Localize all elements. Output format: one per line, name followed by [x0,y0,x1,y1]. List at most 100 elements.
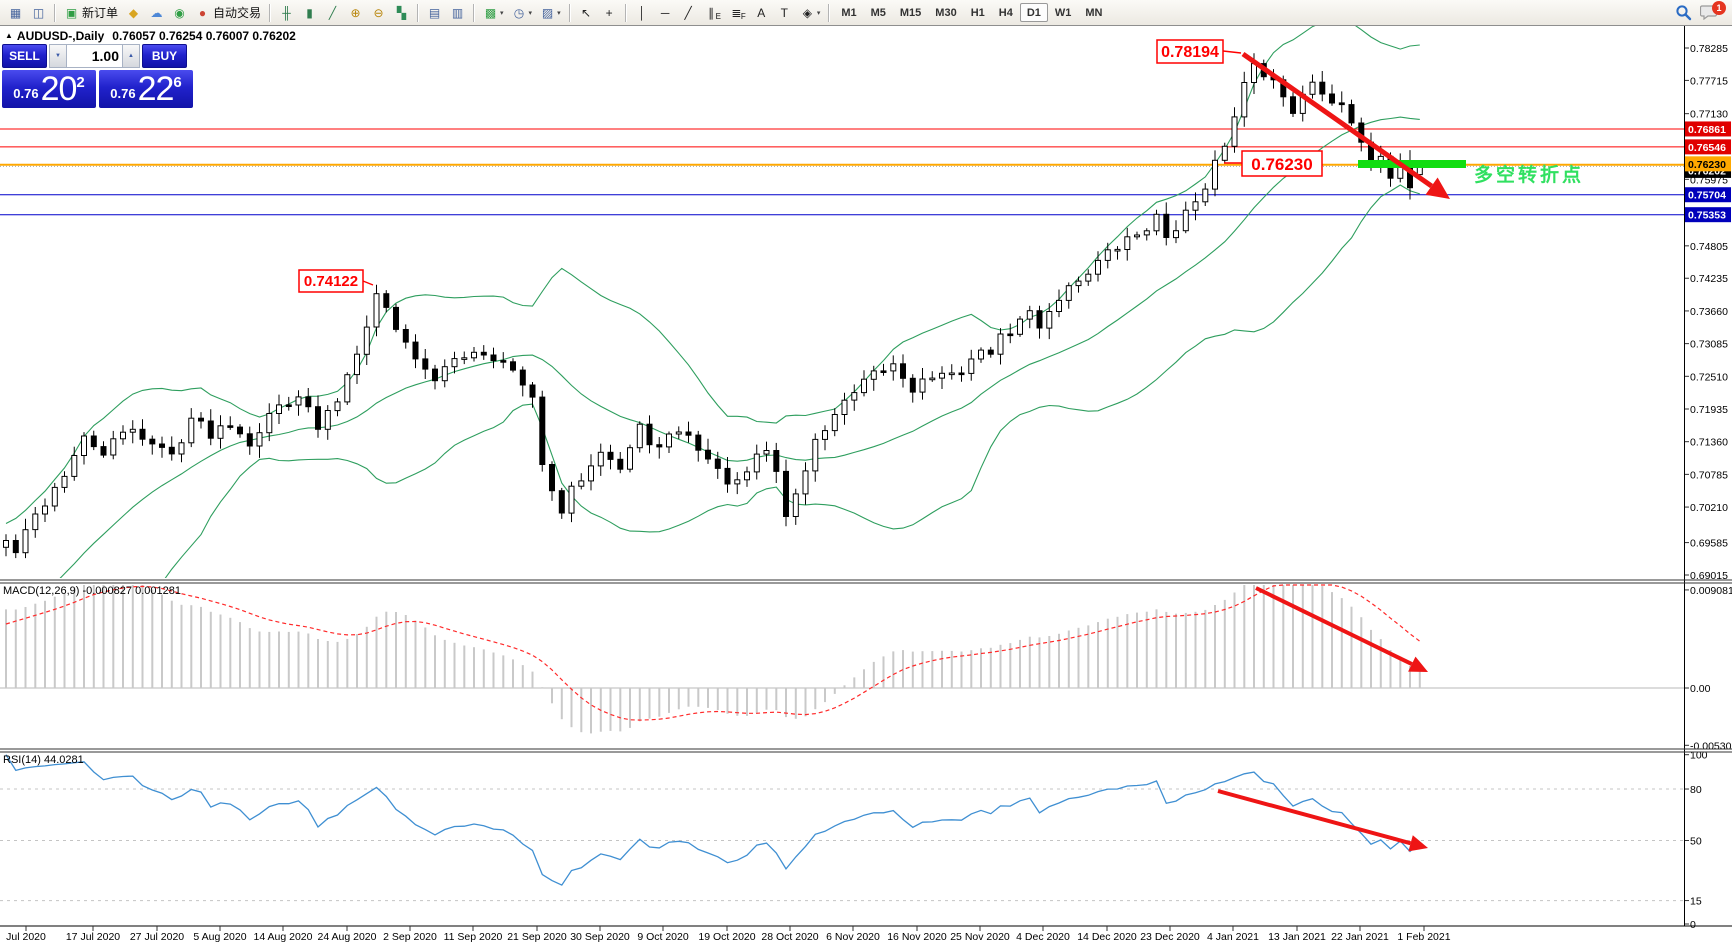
date-axis-label: 23 Dec 2020 [1140,931,1200,943]
one-click-trading-panel: SELL ▼ ▲ BUY 0.76 20 2 0.76 22 6 [2,44,194,108]
volume-decrease-button[interactable]: ▼ [49,44,67,68]
price-axis-label: 0.70785 [1690,469,1728,481]
fibonacci-button[interactable]: ≣ F [725,3,750,23]
new-order-button[interactable]: ▣ 新订单 [60,3,122,23]
price-badge: 0.76546 [1688,142,1726,154]
notifications-icon[interactable]: 1 [1699,0,1726,22]
bar-chart-mode-button[interactable]: ╫ [275,3,298,23]
gold-ingot-button[interactable]: ◆ [122,3,145,23]
volume-stepper: ▼ ▲ [49,44,140,68]
text-label-button[interactable]: T [773,3,796,23]
chart-title: ▲ AUDUSD-,Daily 0.76057 0.76254 0.76007 0.… [5,29,296,43]
timeframe-toolbar: M1 M5 M15 M30 H1 H4 D1 W1 MN [824,3,1109,22]
tile-windows-button[interactable]: ▚ [390,3,413,23]
timeframe-m15-button[interactable]: M15 [893,3,928,22]
price-annotation-074122: 0.74122 [304,273,358,290]
horizontal-line-button[interactable]: ─ [654,3,677,23]
date-axis-label: 13 Jan 2021 [1268,931,1326,943]
shapes-button[interactable]: ◈ ▾ [796,3,825,23]
text-button[interactable]: A [750,3,773,23]
volume-input[interactable] [67,44,122,68]
cursor-icon: ↖ [581,5,592,20]
autotrade-button[interactable]: ● 自动交易 [191,3,265,23]
profiles-button[interactable]: ◫ [27,3,50,23]
line-chart-mode-icon: ╱ [328,5,337,20]
cursor-button[interactable]: ↖ [575,3,598,23]
text-icon: A [757,5,766,20]
autotrade-label: 自动交易 [213,6,262,20]
timeframe-h4-button[interactable]: H4 [992,3,1020,22]
price-axis-label: 0.69585 [1690,538,1728,550]
sell-button[interactable]: SELL [2,44,47,68]
date-axis-label: Jul 2020 [6,931,46,943]
toolbar-buttons: ▦ ◫ ▣ 新订单 ◆ ☁ ◉ ● 自动交易 ╫ ▮ ╱ ⊕ ⊖ ▚ ▤ ▥ ▩ ▾ ◷ ▾ ▨ ▾ ↖ + │ ─ ╱ ∥ E ≣ F A T ◈… [4,3,824,23]
buy-button[interactable]: BUY [142,44,187,68]
dropdown-arrow-icon[interactable]: ▾ [528,9,533,17]
date-axis-label: 19 Oct 2020 [698,931,755,943]
price-badge: 0.76230 [1688,159,1726,171]
toolbar-separator [417,3,420,22]
date-axis-label: 28 Oct 2020 [761,931,818,943]
timeframe-d1-button[interactable]: D1 [1019,3,1048,22]
timeframe-h1-button[interactable]: H1 [964,3,992,22]
new-chart-button[interactable]: ▦ [4,3,27,23]
volume-increase-button[interactable]: ▲ [122,44,140,68]
price-axis-label: 0.73660 [1690,306,1728,318]
price-axis-label: 0.77715 [1690,75,1728,87]
cloud-upload-button[interactable]: ☁ [145,3,168,23]
timeframe-w1-button[interactable]: W1 [1048,3,1079,22]
signals-button[interactable]: ◉ [168,3,191,23]
rsi-axis-label: 50 [1690,836,1702,848]
date-axis-label: 22 Jan 2021 [1331,931,1389,943]
toolbar-separator [269,3,272,22]
new-order-label: 新订单 [82,6,119,20]
sell-price-button[interactable]: 0.76 20 2 [2,70,96,108]
zoom-out-icon: ⊖ [373,5,384,20]
zoom-in-button[interactable]: ⊕ [344,3,367,23]
sell-price-sup: 2 [76,74,85,91]
fibonacci-icon: ≣ [731,5,742,20]
collapse-panel-icon[interactable]: ▲ [5,31,13,40]
add-indicator-button[interactable]: ▩ ▾ [479,3,508,23]
buy-price-button[interactable]: 0.76 22 6 [99,70,193,108]
equidistant-channel-button[interactable]: ∥ E [700,3,725,23]
rsi-axis-label: 100 [1690,750,1708,762]
date-axis-label: 25 Nov 2020 [950,931,1010,943]
dropdown-arrow-icon[interactable]: ▾ [557,9,561,17]
toolbar-separator [624,3,627,22]
line-chart-mode-button[interactable]: ╱ [321,3,344,23]
cascade-windows-icon: ▤ [428,5,441,20]
zoom-out-button[interactable]: ⊖ [367,3,390,23]
timeframe-m30-button[interactable]: M30 [928,3,963,22]
rsi-axis-label: 0 [1690,919,1696,931]
vertical-line-button[interactable]: │ [631,3,654,23]
dropdown-arrow-icon[interactable]: ▾ [500,9,504,17]
trendline-button[interactable]: ╱ [677,3,700,23]
toolbar-right: 1 [1675,0,1728,22]
new-chart-icon: ▦ [9,5,22,20]
tile-windows-icon: ▚ [396,5,407,20]
ohlc-values: 0.76057 0.76254 0.76007 0.76202 [112,29,296,43]
new-order-icon: ▣ [65,5,78,20]
timeframe-m5-button[interactable]: M5 [864,3,893,22]
cascade-windows-button[interactable]: ▤ [423,3,446,23]
search-icon[interactable] [1675,4,1692,21]
fibonacci-icon-sub: F [740,11,746,21]
crosshair-button[interactable]: + [598,3,621,23]
indicator-window-button[interactable]: ▥ [446,3,469,23]
timeframe-m1-button[interactable]: M1 [834,3,863,22]
rsi-axis-label: 80 [1690,784,1702,796]
candlestick-mode-icon: ▮ [306,5,313,20]
date-axis-label: 11 Sep 2020 [444,931,503,943]
price-axis-label: 0.69015 [1690,570,1728,582]
gold-ingot-icon: ◆ [128,5,139,20]
dropdown-arrow-icon[interactable]: ▾ [816,9,821,17]
timeframe-mn-button[interactable]: MN [1078,3,1109,22]
period-button[interactable]: ◷ ▾ [508,3,537,23]
candlestick-mode-button[interactable]: ▮ [298,3,321,23]
template-button[interactable]: ▨ ▾ [536,3,565,23]
date-axis-label: 14 Aug 2020 [254,931,313,943]
bar-chart-mode-icon: ╫ [282,5,291,20]
equidistant-channel-icon: ∥ [708,5,715,20]
